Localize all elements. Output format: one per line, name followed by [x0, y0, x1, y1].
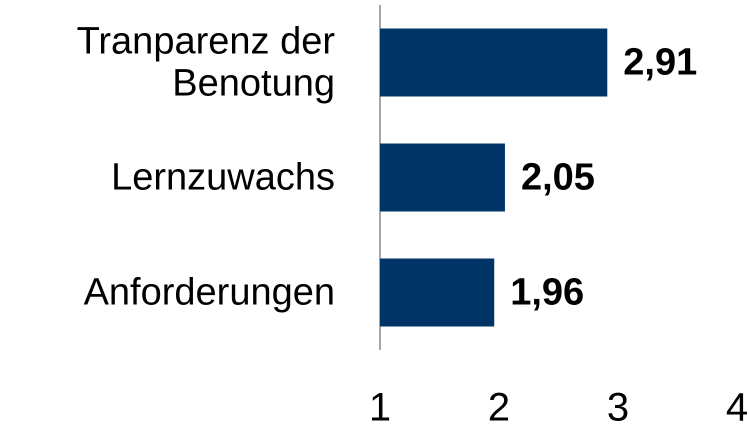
x-tick-label: 2 — [488, 386, 510, 428]
category-label: Tranparenz der Benotung — [77, 21, 336, 105]
x-tick-label: 3 — [607, 386, 629, 428]
category-label: Anforderungen — [84, 272, 335, 314]
value-label: 2,05 — [521, 157, 595, 199]
bar — [380, 143, 505, 212]
value-label: 2,91 — [623, 42, 697, 84]
bar — [380, 258, 495, 327]
bar — [380, 28, 608, 97]
x-tick-label: 1 — [369, 386, 391, 428]
category-label: Lernzuwachs — [111, 157, 335, 199]
x-tick-label: 4 — [726, 386, 748, 428]
value-label: 1,96 — [510, 272, 584, 314]
